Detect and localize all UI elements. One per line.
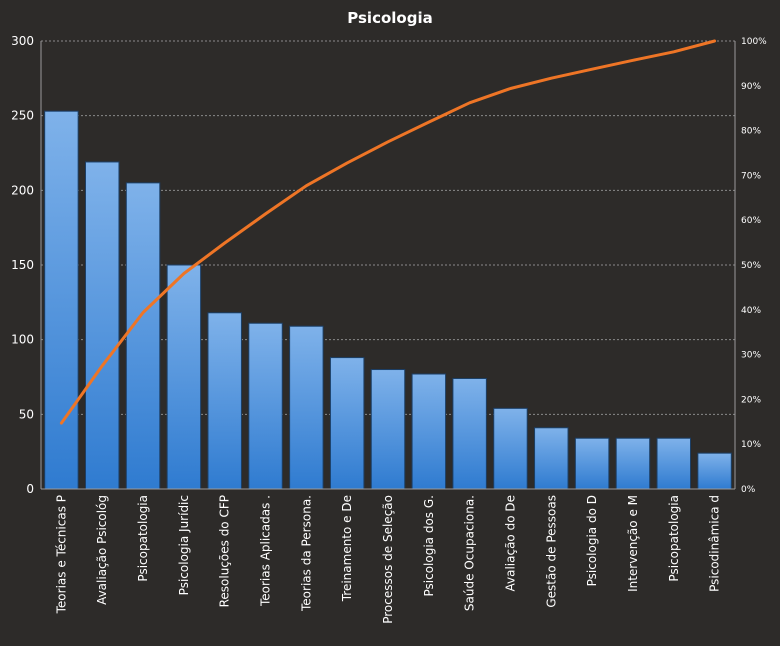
x-tick-label: Treinamento e De: [340, 495, 354, 602]
x-tick-label: Teorias da Persona.: [299, 495, 313, 612]
x-tick-label: Avaliação Psicológ: [95, 495, 109, 605]
bar: [452, 377, 487, 490]
bar: [207, 312, 242, 490]
bar: [370, 369, 406, 490]
bar: [615, 437, 651, 490]
x-tick-label: Psicologia dos G.: [422, 495, 436, 596]
y-tick-label: 50: [19, 407, 34, 421]
y-tick-label: 150: [11, 258, 34, 272]
bar: [411, 373, 447, 490]
bar: [574, 437, 610, 490]
y2-tick-label: 60%: [741, 216, 761, 226]
x-tick-label: Intervenção e M: [626, 495, 640, 592]
x-tick-label: Gestão de Pessoas: [544, 495, 558, 608]
axes: 0 50 100 150 200 250 300 0% 10% 20% 30% 40% 50% 60% 70…: [11, 34, 767, 624]
y2-tick-label: 0%: [741, 485, 756, 495]
y2-tick-label: 30%: [741, 351, 761, 361]
y-tick-label: 200: [11, 183, 34, 197]
cumulative-line: [59, 39, 717, 425]
y-tick-label: 300: [11, 34, 34, 48]
x-tick-label: Psicologia Jurídic: [177, 495, 191, 595]
y2-tick-label: 90%: [741, 82, 761, 92]
cumulative-line-group: [59, 39, 717, 425]
bar: [84, 161, 120, 490]
y2-tick-label: 100%: [741, 37, 767, 47]
x-tick-label: Teorias e Técnicas P: [54, 495, 68, 614]
y-tick-label: 250: [11, 109, 34, 123]
bar: [534, 427, 569, 490]
x-tick-label: Psicopatologia: [667, 495, 681, 582]
x-tick-label: Resoluções do CFP: [218, 495, 232, 607]
y2-tick-label: 20%: [741, 395, 761, 405]
y2-tick-label: 70%: [741, 171, 761, 181]
bar: [493, 407, 528, 490]
bar: [125, 182, 161, 490]
bar: [656, 437, 692, 490]
bar: [289, 325, 324, 490]
chart-title: Psicologia: [347, 9, 432, 27]
y-tick-label: 100: [11, 333, 34, 347]
bar: [248, 322, 283, 490]
x-tick-label: Psicopatologia: [136, 495, 150, 582]
y-tick-label: 0: [26, 482, 34, 496]
x-tick-label: Teorias Aplicadas .: [259, 495, 273, 607]
bar: [329, 357, 365, 490]
x-tick-label: Psicodinâmica d: [708, 495, 722, 592]
bar: [697, 452, 732, 490]
x-tick-label: Psicologia do D: [585, 495, 599, 586]
y2-tick-label: 10%: [741, 440, 761, 450]
y2-tick-label: 80%: [741, 127, 761, 137]
bar: [44, 110, 79, 490]
x-tick-label: Saúde Ocupaciona.: [463, 495, 477, 611]
bar: [166, 264, 202, 490]
y2-tick-label: 40%: [741, 306, 761, 316]
x-tick-label: Processos de Seleção: [381, 495, 395, 624]
x-tick-label: Avaliação do De: [503, 495, 517, 592]
y2-tick-label: 50%: [741, 261, 761, 271]
bars: [44, 110, 732, 490]
